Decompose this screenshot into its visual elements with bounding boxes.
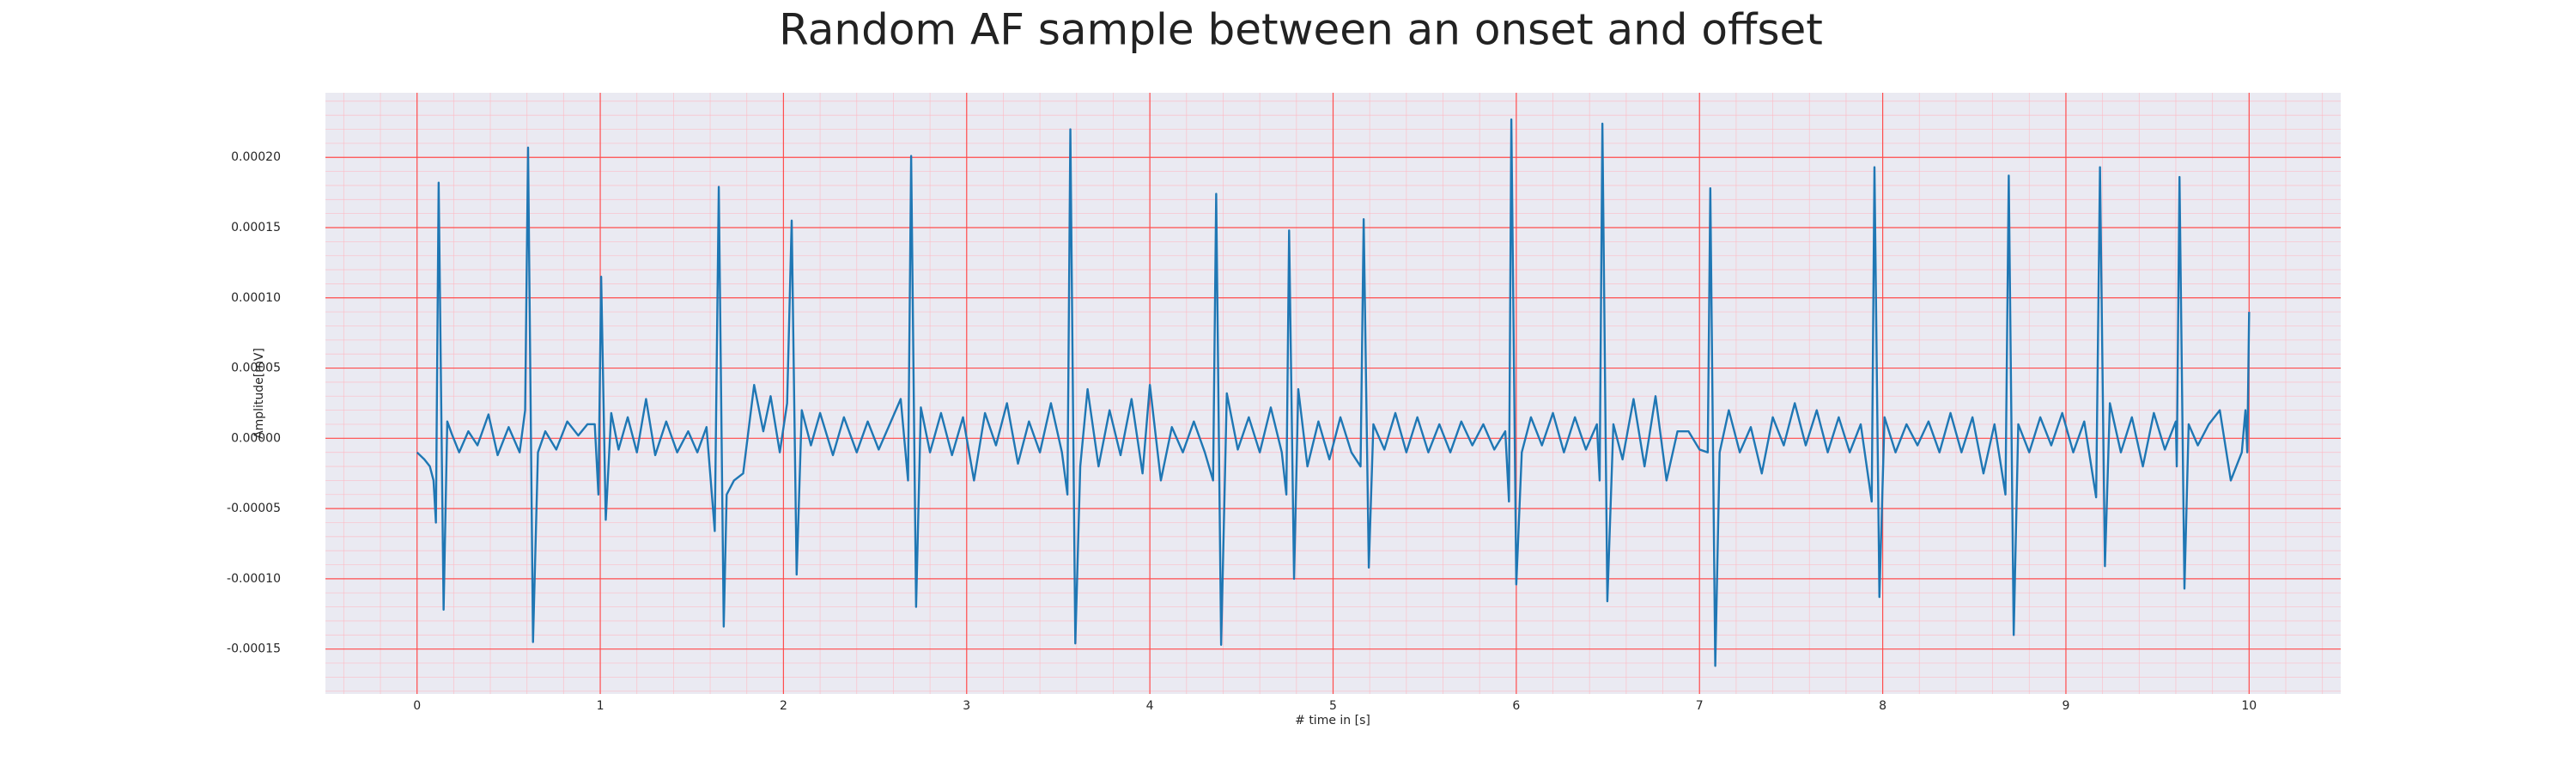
x-axis-label: # time in [s]	[1295, 714, 1370, 727]
plot-lines	[416, 118, 2251, 667]
x-tick-label: 8	[1879, 699, 1886, 713]
y-axis-label: Amplitude[mV]	[252, 348, 266, 439]
x-tick-label: 10	[2241, 699, 2257, 713]
y-tick-label: 0.00005	[231, 362, 281, 375]
x-tick-label: 2	[780, 699, 787, 713]
y-tick-label: 0.00015	[231, 221, 281, 234]
chart-title: Random AF sample between an onset and of…	[779, 5, 1823, 55]
y-tick-label: -0.00010	[227, 572, 281, 586]
signal-line	[416, 118, 2251, 667]
x-tick-label: 9	[2062, 699, 2069, 713]
labels: 0 1 2 3 4 5 6 7 8 9 10 -0.00015 -0.00010 -0.00005 0.00…	[227, 150, 2257, 713]
y-tick-label: 0.00000	[231, 431, 281, 445]
x-tick-label: 5	[1329, 699, 1337, 713]
x-tick-label: 6	[1512, 699, 1520, 713]
y-tick-label: 0.00010	[231, 291, 281, 305]
x-tick-label: 7	[1696, 699, 1704, 713]
y-tick-label: -0.00015	[227, 642, 281, 656]
x-tick-label: 0	[413, 699, 421, 713]
x-tick-label: 3	[963, 699, 970, 713]
y-tick-label: 0.00020	[231, 150, 281, 164]
x-tick-label: 1	[597, 699, 605, 713]
y-tick-label: -0.00005	[227, 502, 281, 515]
x-tick-label: 4	[1146, 699, 1154, 713]
